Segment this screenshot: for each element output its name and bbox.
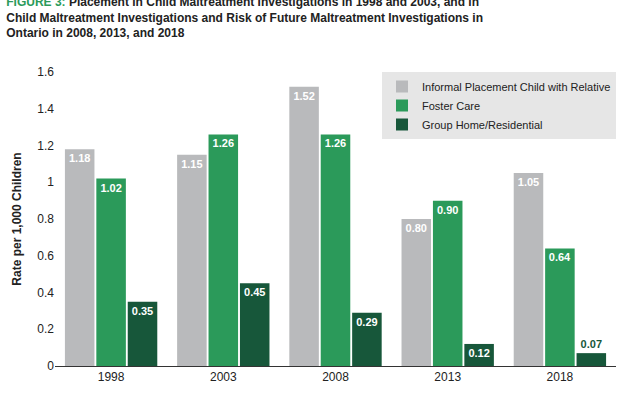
svg-text:Foster Care: Foster Care (422, 100, 480, 112)
svg-text:0.12: 0.12 (468, 347, 489, 359)
svg-text:Rate per 1,000 Children: Rate per 1,000 Children (10, 152, 24, 285)
svg-text:1.02: 1.02 (100, 182, 121, 194)
svg-text:1.6: 1.6 (37, 65, 54, 79)
svg-text:2003: 2003 (210, 370, 237, 384)
svg-text:FIGURE 3: Placement in Child M: FIGURE 3: Placement in Child Maltreatmen… (6, 0, 483, 40)
svg-text:1998: 1998 (98, 370, 125, 384)
svg-text:0.8: 0.8 (37, 212, 54, 226)
svg-text:1.05: 1.05 (518, 176, 539, 188)
svg-text:0.4: 0.4 (37, 286, 54, 300)
svg-text:0.64: 0.64 (549, 251, 571, 263)
svg-text:Group Home/Residential: Group Home/Residential (422, 119, 542, 131)
svg-text:1.52: 1.52 (293, 90, 314, 102)
svg-text:0.2: 0.2 (37, 322, 54, 336)
svg-text:0.6: 0.6 (37, 249, 54, 263)
svg-text:0.35: 0.35 (132, 305, 153, 317)
svg-text:0.90: 0.90 (437, 204, 458, 216)
svg-text:1.15: 1.15 (181, 158, 202, 170)
svg-text:1.2: 1.2 (37, 139, 54, 153)
svg-text:0.29: 0.29 (356, 316, 377, 328)
svg-text:0.80: 0.80 (406, 222, 427, 234)
svg-text:1.26: 1.26 (325, 137, 346, 149)
svg-text:0.07: 0.07 (581, 338, 602, 350)
svg-text:1.26: 1.26 (213, 137, 234, 149)
svg-text:0: 0 (47, 359, 54, 373)
svg-text:Informal Placement Child with: Informal Placement Child with Relative (422, 81, 610, 93)
svg-text:2018: 2018 (547, 370, 574, 384)
svg-text:1: 1 (47, 175, 54, 189)
svg-text:1.18: 1.18 (69, 152, 90, 164)
svg-text:2013: 2013 (434, 370, 461, 384)
svg-text:2008: 2008 (322, 370, 349, 384)
svg-text:1.4: 1.4 (37, 102, 54, 116)
svg-text:0.45: 0.45 (244, 286, 265, 298)
